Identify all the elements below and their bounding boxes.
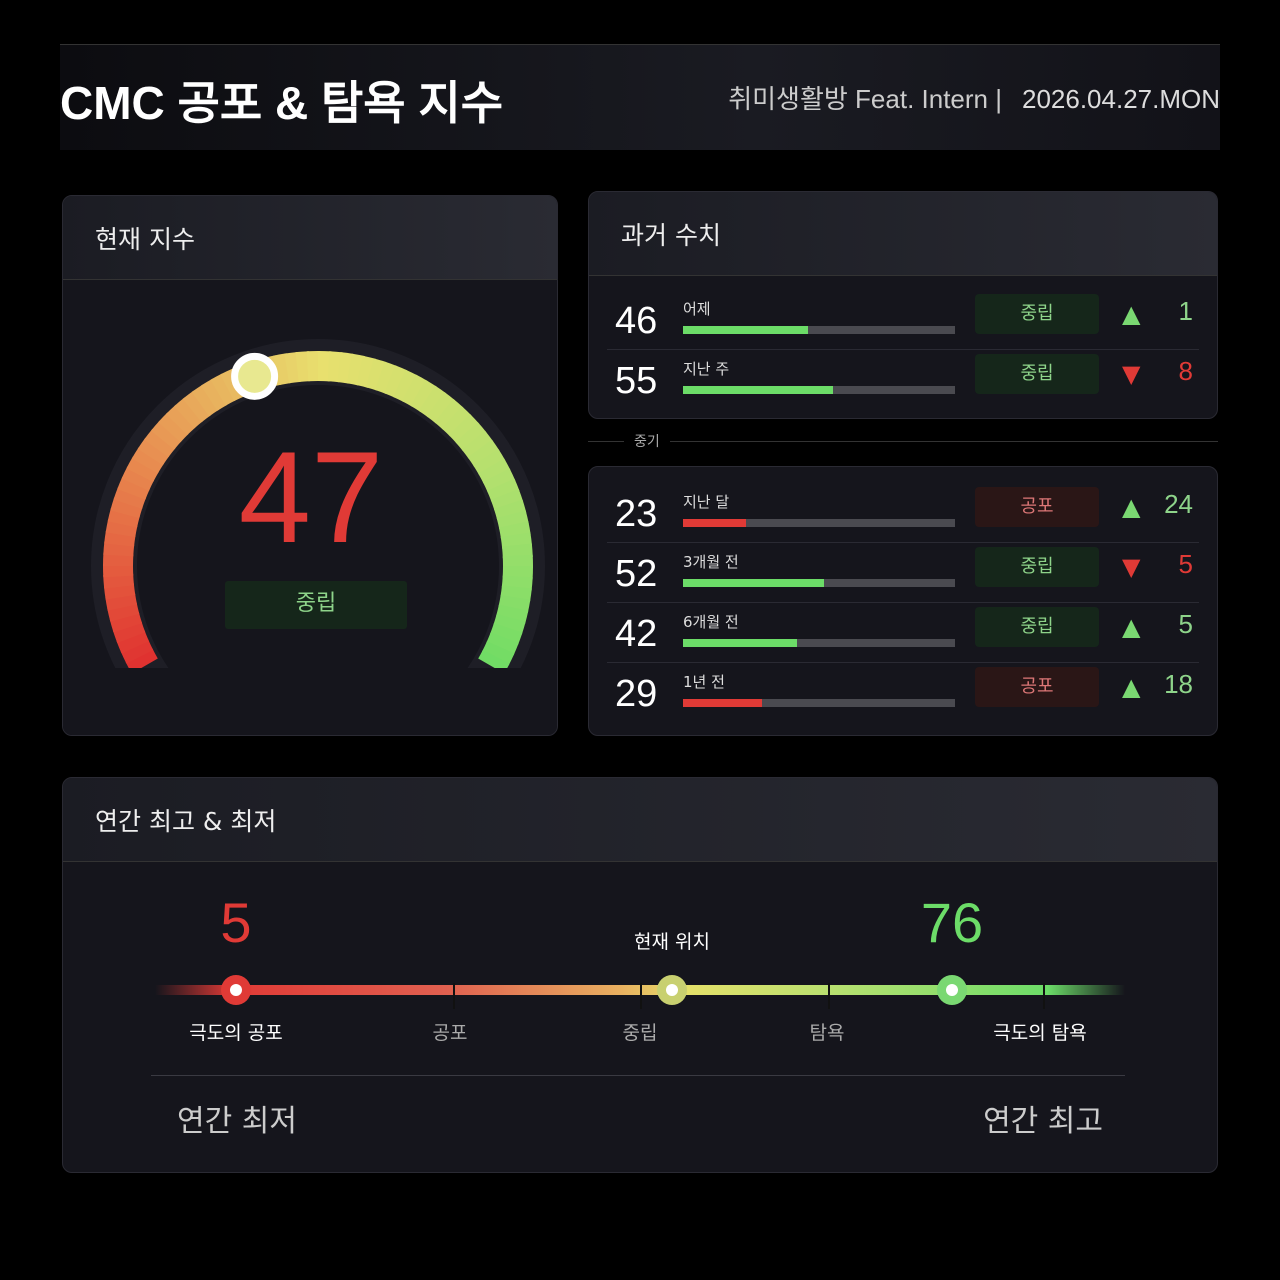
yearly-high-value: 76 xyxy=(920,891,984,954)
status-badge: 공포 xyxy=(975,667,1099,707)
history-short-card: 과거 수치 46 어제 중립 ▲ 1 55 지난 주 중립 ▼ 8 xyxy=(588,191,1218,419)
arrow-down-icon: ▼ xyxy=(1122,553,1141,581)
divider xyxy=(151,1075,1125,1076)
history-change: 5 xyxy=(1178,549,1193,579)
current-marker xyxy=(657,975,687,1005)
history-value: 52 xyxy=(615,553,658,595)
yearly-low-value: 5 xyxy=(220,891,252,954)
history-value: 42 xyxy=(615,613,658,655)
source-label: 취미생활방 Feat. Intern | xyxy=(728,84,1002,114)
status-badge: 공포 xyxy=(975,487,1099,527)
history-change: 8 xyxy=(1178,356,1193,386)
scale-tick xyxy=(453,983,455,1009)
history-row: 29 1년 전 공포 ▲ 18 xyxy=(607,665,1199,723)
history-label: 지난 주 xyxy=(683,360,730,378)
current-value: 47 xyxy=(238,424,384,570)
yearly-high-label: 연간 최고 xyxy=(983,1104,1103,1139)
history-bar-fill xyxy=(683,519,746,527)
history-bar-fill xyxy=(683,579,825,587)
section-label: 중기 xyxy=(624,431,670,451)
page-title: CMC 공포 & 탐욕 지수 xyxy=(60,77,504,129)
history-row: 55 지난 주 중립 ▼ 8 xyxy=(607,352,1199,410)
arrow-up-icon: ▲ xyxy=(1122,300,1141,328)
gauge-arc-segment xyxy=(478,649,510,674)
history-bar xyxy=(683,386,955,394)
header-meta: 취미생활방 Feat. Intern | 2026.04.27.MON xyxy=(728,79,1220,116)
history-bar xyxy=(683,579,955,587)
history-bar xyxy=(683,699,955,707)
gauge xyxy=(63,339,557,735)
history-value: 55 xyxy=(615,360,658,402)
arrow-down-icon: ▼ xyxy=(1122,360,1141,388)
history-label: 3개월 전 xyxy=(683,553,739,571)
history-bar-fill xyxy=(683,699,762,707)
history-change: 5 xyxy=(1178,609,1193,639)
gauge-mask xyxy=(63,668,557,735)
yearly-low-label: 연간 최저 xyxy=(177,1104,297,1139)
status-badge: 중립 xyxy=(975,547,1099,587)
current-status-badge: 중립 xyxy=(225,581,407,629)
history-label: 어제 xyxy=(683,300,711,318)
current-position-label: 현재 위치 xyxy=(634,931,710,953)
scale-tick xyxy=(1043,983,1045,1009)
history-change: 24 xyxy=(1164,489,1193,519)
divider xyxy=(588,441,1218,442)
history-bar xyxy=(683,639,955,647)
scale-tick xyxy=(828,983,830,1009)
current-index-card: 현재 지수 47 중립 xyxy=(62,195,558,736)
status-badge: 중립 xyxy=(975,607,1099,647)
history-label: 1년 전 xyxy=(683,673,725,691)
history-bar-fill xyxy=(683,386,833,394)
history-row: 42 6개월 전 중립 ▲ 5 xyxy=(607,605,1199,663)
scale-label-extreme-greed: 극도의 탐욕 xyxy=(993,1022,1087,1044)
history-bar-fill xyxy=(683,326,809,334)
scale-label-fear: 공포 xyxy=(432,1022,468,1044)
card-title: 연간 최고 & 최저 xyxy=(63,778,1217,862)
arrow-up-icon: ▲ xyxy=(1122,493,1141,521)
arrow-up-icon: ▲ xyxy=(1122,613,1141,641)
history-row: 52 3개월 전 중립 ▼ 5 xyxy=(607,545,1199,603)
scale-label-extreme-fear: 극도의 공포 xyxy=(189,1022,283,1044)
history-mid-card: 23 지난 달 공포 ▲ 24 52 3개월 전 중립 ▼ 5 42 6개월 전 중… xyxy=(588,466,1218,736)
history-bar-fill xyxy=(683,639,798,647)
history-bar xyxy=(683,519,955,527)
arrow-up-icon: ▲ xyxy=(1122,673,1141,701)
history-row: 23 지난 달 공포 ▲ 24 xyxy=(607,485,1199,543)
card-title: 과거 수치 xyxy=(589,192,1217,276)
header: CMC 공포 & 탐욕 지수 취미생활방 Feat. Intern | 2026.… xyxy=(60,44,1220,150)
scale-label-neutral: 중립 xyxy=(622,1022,658,1044)
scale-tick xyxy=(640,983,642,1009)
gauge-knob xyxy=(231,352,279,400)
status-badge: 중립 xyxy=(975,354,1099,394)
yearly-high-marker xyxy=(937,975,967,1005)
history-row: 46 어제 중립 ▲ 1 xyxy=(607,292,1199,350)
history-value: 46 xyxy=(615,300,658,342)
history-bar xyxy=(683,326,955,334)
history-change: 1 xyxy=(1178,296,1193,326)
yearly-low-marker xyxy=(221,975,251,1005)
history-label: 지난 달 xyxy=(683,493,730,511)
scale-label-greed: 탐욕 xyxy=(809,1022,845,1044)
history-change: 18 xyxy=(1164,669,1193,699)
status-badge: 중립 xyxy=(975,294,1099,334)
date-label: 2026.04.27.MON xyxy=(1021,84,1220,114)
card-title: 현재 지수 xyxy=(63,196,557,280)
history-value: 23 xyxy=(615,493,658,535)
yearly-card: 연간 최고 & 최저 연간 최저 연간 최고 xyxy=(62,777,1218,1173)
history-label: 6개월 전 xyxy=(683,613,739,631)
history-value: 29 xyxy=(615,673,658,715)
